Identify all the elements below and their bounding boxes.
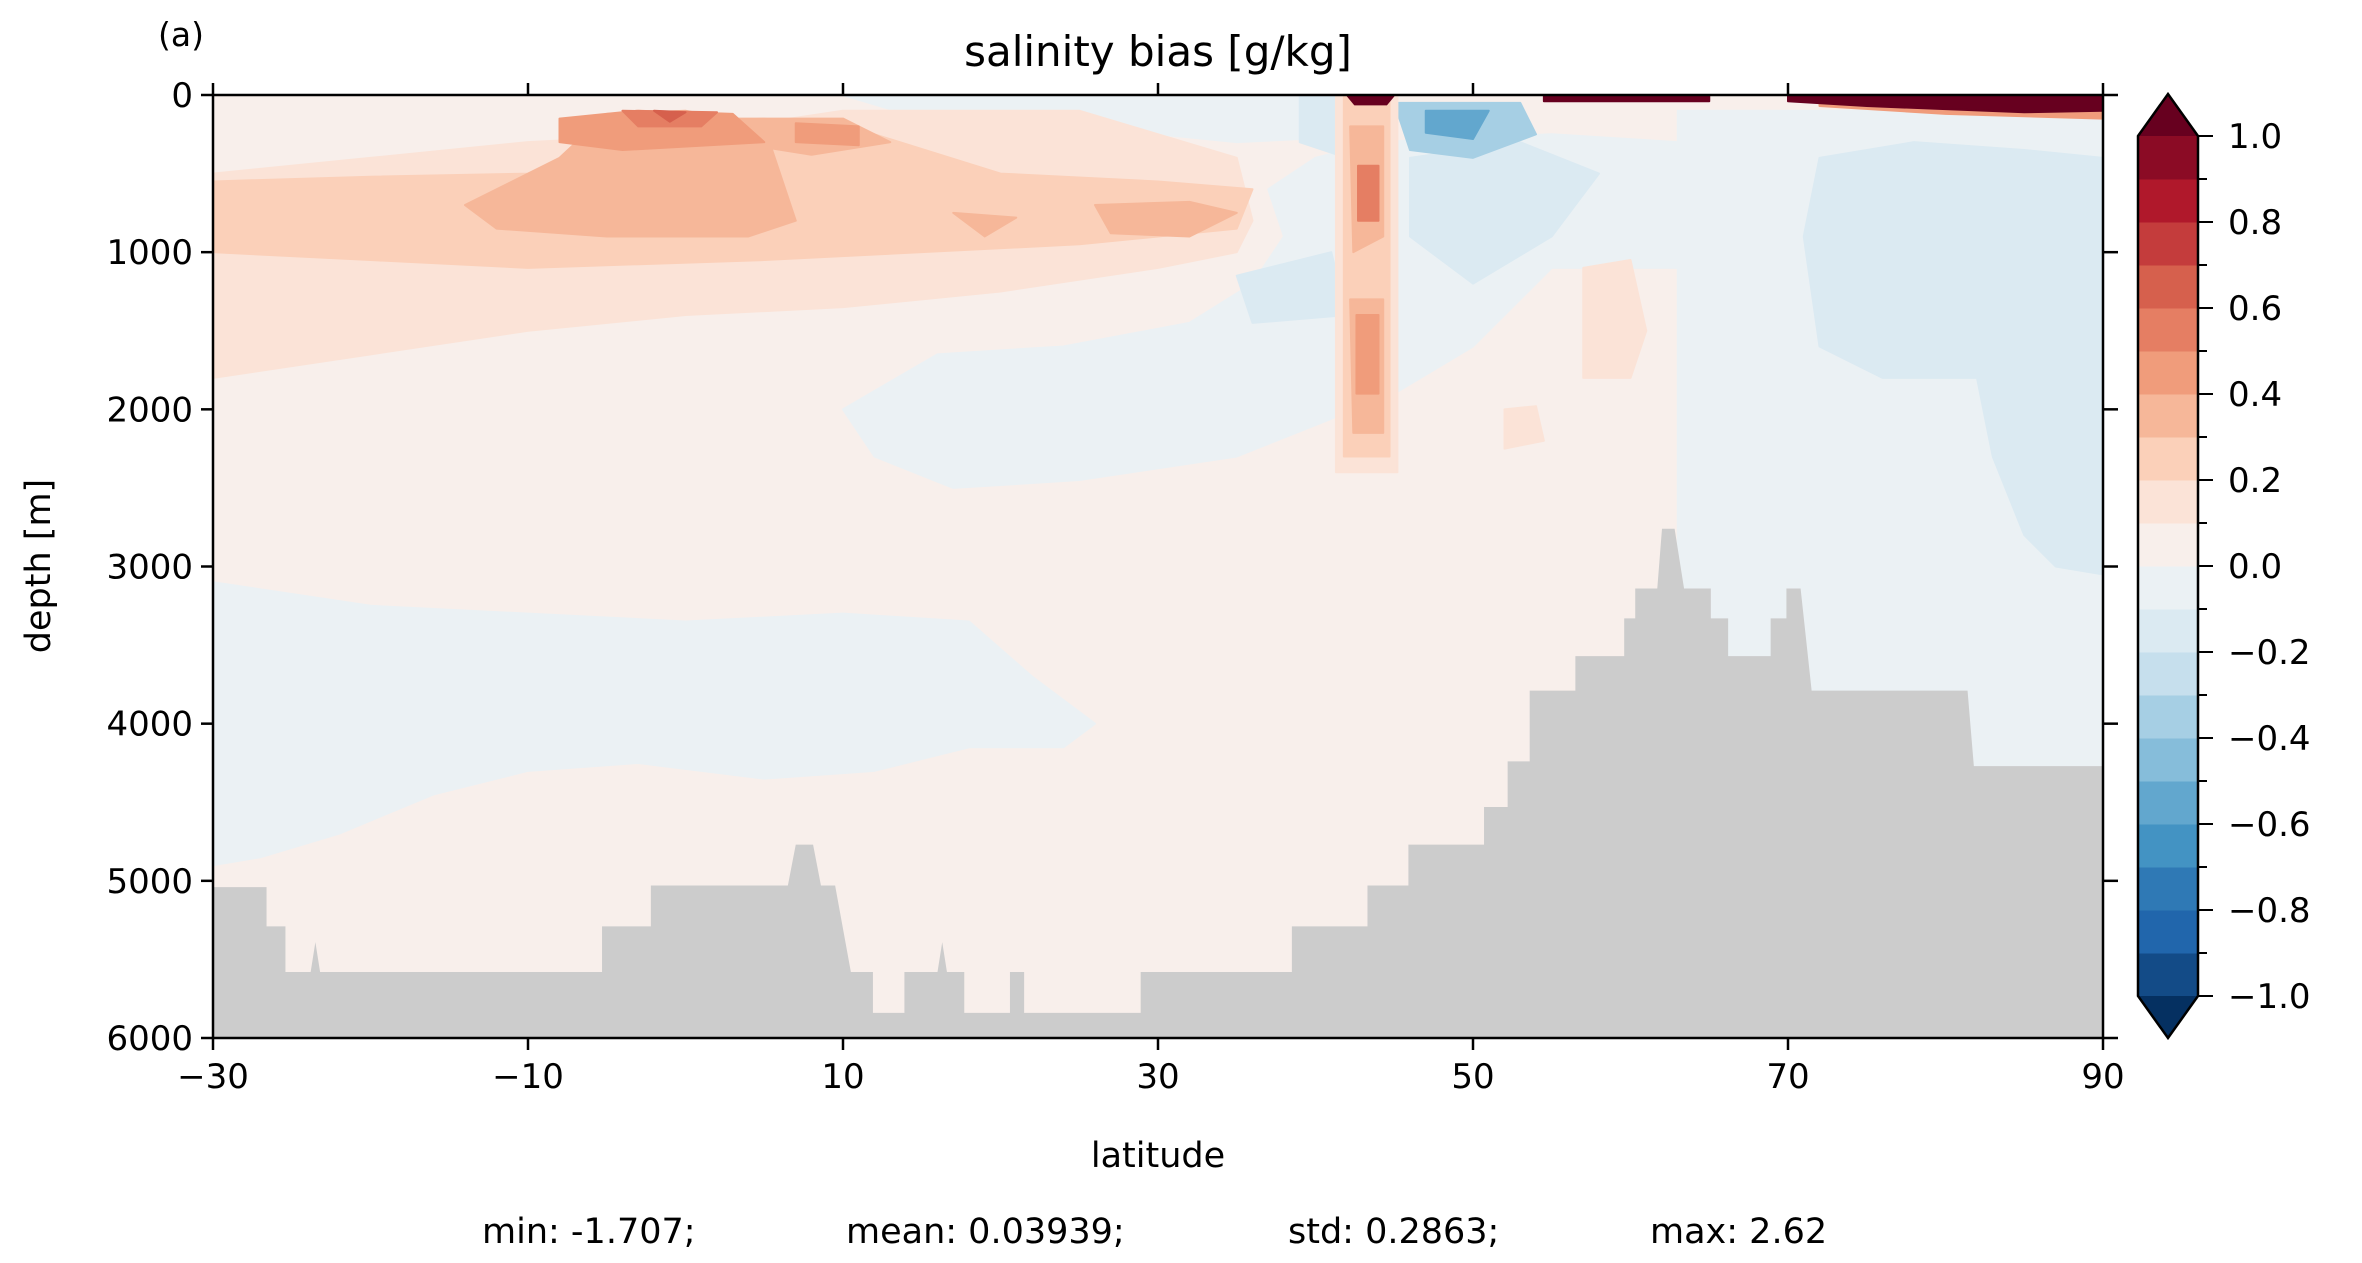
stat-min: min: -1.707; — [482, 1212, 696, 1252]
contour-plot-area — [213, 95, 2103, 1038]
contour-region — [213, 581, 1096, 867]
colorbar-tick-label: −0.8 — [2228, 891, 2311, 931]
stat-std: std: 0.2863; — [1288, 1212, 1500, 1252]
y-tick-label: 1000 — [106, 233, 193, 273]
colorbar-bin — [2138, 480, 2198, 524]
colorbar-tick-label: −0.2 — [2228, 633, 2311, 673]
y-tick-label: 0 — [171, 76, 193, 116]
colorbar-tick-label: 0.8 — [2228, 203, 2282, 243]
bathymetry-mask — [213, 528, 2103, 1038]
stat-mean: mean: 0.03939; — [846, 1212, 1125, 1252]
colorbar-tick-label: 1.0 — [2228, 117, 2282, 157]
colorbar-bin — [2138, 695, 2198, 739]
contour-region — [1355, 314, 1380, 395]
colorbar-bin — [2138, 652, 2198, 696]
colorbar-tick-label: 0.6 — [2228, 289, 2282, 329]
x-tick-label: 90 — [2081, 1057, 2124, 1097]
colorbar-tick-label: 0.4 — [2228, 375, 2282, 415]
colorbar-extend-min — [2138, 996, 2198, 1038]
y-tick-label: 5000 — [106, 862, 193, 902]
x-tick-label: 70 — [1766, 1057, 1809, 1097]
contour-region — [1094, 200, 1238, 238]
contour-region — [1802, 141, 2103, 576]
x-tick-label: 30 — [1136, 1057, 1179, 1097]
x-tick-label: −10 — [492, 1057, 564, 1097]
x-axis-label: latitude — [1091, 1136, 1225, 1176]
colorbar-extend-max — [2138, 94, 2198, 136]
colorbar-tick-label: 0.0 — [2228, 547, 2282, 587]
colorbar-bin — [2138, 781, 2198, 825]
colorbar-tick-label: −0.6 — [2228, 805, 2311, 845]
colorbar-bin — [2138, 867, 2198, 911]
colorbar-bin — [2138, 394, 2198, 438]
colorbar-bin — [2138, 824, 2198, 868]
y-axis-label: depth [m] — [19, 479, 59, 653]
x-tick-label: −30 — [177, 1057, 249, 1097]
colorbar-bin — [2138, 265, 2198, 309]
contour-region — [653, 109, 687, 123]
y-tick-label: 4000 — [106, 705, 193, 745]
y-tick-label: 6000 — [106, 1019, 193, 1059]
colorbar-bin — [2138, 523, 2198, 567]
contour-region — [1424, 109, 1490, 141]
contour-region — [1409, 141, 1600, 285]
colorbar-bin — [2138, 437, 2198, 481]
contour-region — [1582, 259, 1648, 379]
y-tick-label: 2000 — [106, 390, 193, 430]
colorbar-tick-label: 0.2 — [2228, 461, 2282, 501]
colorbar-tick-label: −1.0 — [2228, 977, 2311, 1017]
colorbar-bin — [2138, 609, 2198, 653]
colorbar-bin — [2138, 910, 2198, 954]
axes: −30 −10 10 30 50 70 90 0 1000 2000 3000 4000 5000 600… — [106, 76, 2124, 1097]
colorbar-bin — [2138, 953, 2198, 997]
contour-region — [794, 122, 860, 147]
contour-region — [952, 211, 1018, 238]
x-tick-label: 10 — [821, 1057, 864, 1097]
colorbar-tick-label: −0.4 — [2228, 719, 2311, 759]
colorbar-bin — [2138, 136, 2198, 180]
colorbar-bin — [2138, 566, 2198, 610]
colorbar-bin — [2138, 738, 2198, 782]
colorbar-bin — [2138, 179, 2198, 223]
contour-region — [1357, 164, 1380, 222]
y-tick-label: 3000 — [106, 548, 193, 588]
colorbar-bin — [2138, 351, 2198, 395]
colorbar-bin — [2138, 308, 2198, 352]
contour-region — [1503, 405, 1545, 450]
colorbar: 1.0 0.8 0.6 0.4 0.2 0.0 −0.2 −0.4 −0.6 −0.8 −1.0 — [2136, 91, 2311, 1041]
contour-region — [1787, 95, 2103, 114]
x-tick-label: 50 — [1451, 1057, 1494, 1097]
panel-label: (a) — [158, 15, 204, 54]
stat-max: max: 2.62 — [1650, 1212, 1828, 1252]
colorbar-bin — [2138, 222, 2198, 266]
contour-region — [1346, 95, 1396, 106]
contour-region — [1542, 95, 1711, 103]
chart-title: salinity bias [g/kg] — [964, 27, 1352, 76]
